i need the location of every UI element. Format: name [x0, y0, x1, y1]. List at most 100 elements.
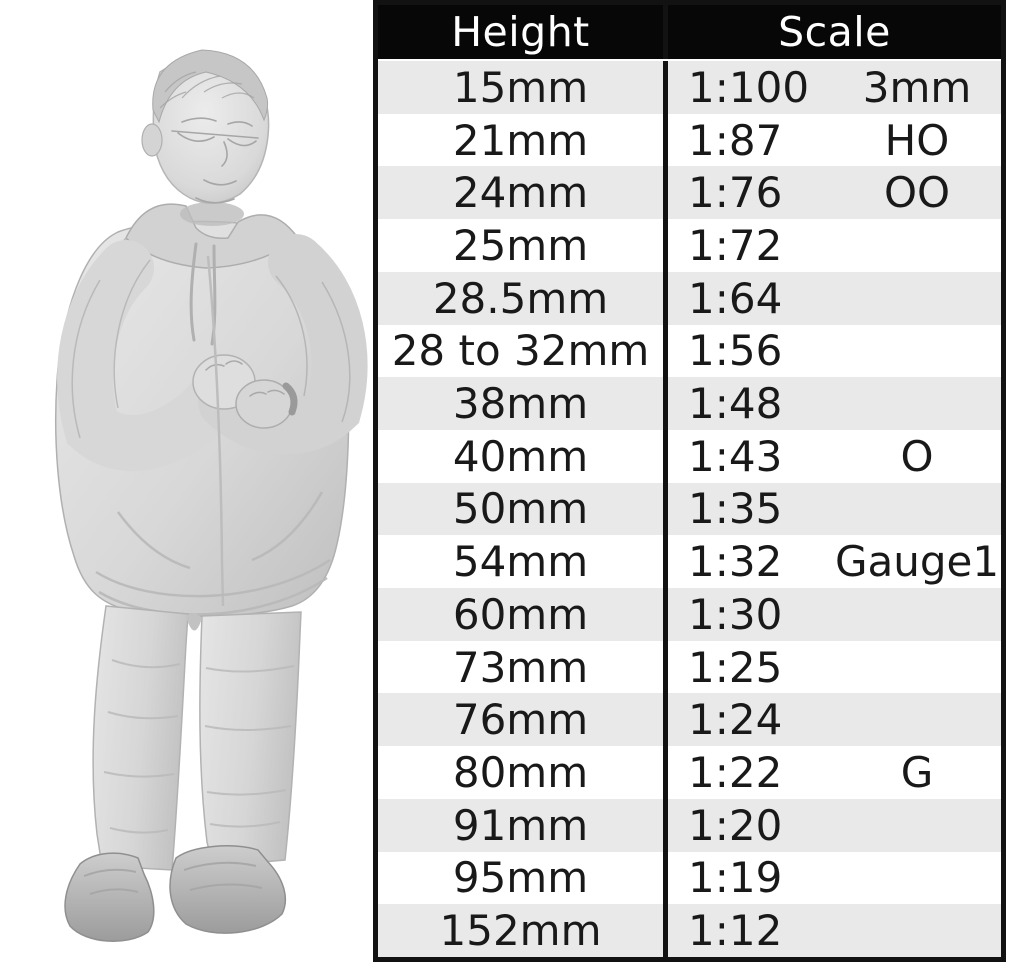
height-cell: 91mm: [378, 798, 663, 852]
height-value: 54mm: [452, 537, 589, 587]
table-row: 152mm 1:12: [378, 904, 1001, 957]
column-divider: [663, 640, 668, 694]
scale-ratio: 1:56: [688, 326, 783, 376]
scale-cell: 1:30: [668, 588, 1001, 641]
height-value: 95mm: [452, 853, 589, 903]
column-divider: [663, 324, 668, 378]
height-value: 152mm: [439, 906, 602, 956]
scale-cell: 1:32 Gauge1: [668, 535, 1001, 589]
figure-3d-scan-man: [0, 0, 373, 962]
gauge-name: G: [900, 747, 934, 797]
table-row: 60mm 1:30: [378, 588, 1001, 641]
height-value: 15mm: [452, 62, 589, 112]
left-sleeve: [57, 240, 240, 471]
height-cell: 28 to 32mm: [378, 324, 663, 378]
scale-cell: 1:43 O: [668, 429, 1001, 483]
zipper-line: [206, 255, 225, 607]
scale-cell: 1:56: [668, 324, 1001, 378]
left-shoe: [64, 852, 155, 942]
knuckles: [205, 360, 285, 397]
height-cell: 40mm: [378, 429, 663, 483]
height-value: 60mm: [452, 589, 589, 639]
column-divider: [663, 588, 668, 641]
height-cell: 73mm: [378, 640, 663, 694]
table-row: 38mm 1:48: [378, 377, 1001, 430]
scale-ratio: 1:32: [688, 537, 783, 587]
table-row: 28 to 32mm 1:56: [378, 324, 1001, 378]
height-cell: 60mm: [378, 588, 663, 641]
pocket-lines: [95, 491, 331, 616]
height-cell: 15mm: [378, 61, 663, 114]
column-divider: [663, 166, 668, 220]
header-height-label: Height: [451, 8, 590, 56]
height-cell: 21mm: [378, 113, 663, 167]
hair: [152, 49, 269, 124]
table-row: 15mm 1:100 3mm: [378, 61, 1001, 114]
height-value: 73mm: [452, 642, 589, 692]
height-value: 21mm: [452, 115, 589, 165]
left-sleeve-outline: [71, 259, 151, 439]
scale-cell: 1:12: [668, 904, 1001, 957]
column-divider: [663, 271, 668, 325]
table-row: 25mm 1:72: [378, 219, 1001, 272]
scale-ratio: 1:30: [688, 589, 783, 639]
height-value: 91mm: [452, 800, 589, 850]
column-divider: [663, 429, 668, 483]
scale-ratio: 1:48: [688, 379, 783, 429]
crotch-shadow: [186, 613, 202, 631]
height-cell: 25mm: [378, 219, 663, 272]
table-header-row: Height Scale: [378, 5, 1001, 61]
scale-ratio: 1:12: [688, 906, 783, 956]
scale-ratio: 1:87: [688, 115, 783, 165]
table-row: 91mm 1:20: [378, 798, 1001, 852]
column-header-height: Height: [378, 5, 663, 59]
face-details: [171, 117, 259, 204]
jeans-right-leg: [199, 611, 302, 867]
table-row: 73mm 1:25: [378, 640, 1001, 694]
table-row: 95mm 1:19: [378, 851, 1001, 905]
scale-ratio: 1:64: [688, 273, 783, 323]
column-divider: [663, 535, 668, 589]
jeans-left-leg: [92, 605, 189, 871]
scale-ratio: 1:20: [688, 800, 783, 850]
hair-texture: [159, 71, 255, 109]
column-divider: [663, 113, 668, 167]
column-divider: [663, 798, 668, 852]
shoe-details: [83, 861, 263, 895]
height-value: 40mm: [452, 431, 589, 481]
height-value: 28 to 32mm: [391, 326, 650, 376]
column-divider: [663, 5, 668, 59]
jeans-creases: [103, 659, 295, 834]
right-sleeve-outline: [275, 275, 351, 423]
table-body: 15mm 1:100 3mm 21mm 1:87 HO 24mm 1:76 OO…: [378, 61, 1001, 957]
right-shoe: [169, 845, 287, 934]
column-divider: [663, 377, 668, 430]
hood-collar: [125, 203, 300, 269]
height-value: 28.5mm: [432, 273, 609, 323]
table-row: 28.5mm 1:64: [378, 271, 1001, 325]
scale-ratio: 1:19: [688, 853, 783, 903]
height-value: 50mm: [452, 484, 589, 534]
scale-cell: 1:19: [668, 851, 1001, 905]
scale-ratio: 1:22: [688, 747, 783, 797]
scale-ratio: 1:100: [688, 62, 810, 112]
scale-cell: 1:100 3mm: [668, 61, 1001, 114]
gauge-name: 3mm: [862, 62, 972, 112]
scale-cell: 1:22 G: [668, 746, 1001, 799]
scale-cell: 1:48: [668, 377, 1001, 430]
column-divider: [663, 693, 668, 747]
scale-cell: 1:20: [668, 798, 1001, 852]
gauge-name: O: [900, 431, 934, 481]
height-value: 80mm: [452, 747, 589, 797]
column-divider: [663, 219, 668, 272]
watch-band: [282, 382, 298, 416]
height-cell: 38mm: [378, 377, 663, 430]
column-divider: [663, 61, 668, 114]
man-figure-illustration: [54, 49, 368, 942]
table-row: 24mm 1:76 OO: [378, 166, 1001, 220]
scale-cell: 1:64: [668, 271, 1001, 325]
height-cell: 152mm: [378, 904, 663, 957]
scale-ratio: 1:35: [688, 484, 783, 534]
column-divider: [663, 904, 668, 957]
